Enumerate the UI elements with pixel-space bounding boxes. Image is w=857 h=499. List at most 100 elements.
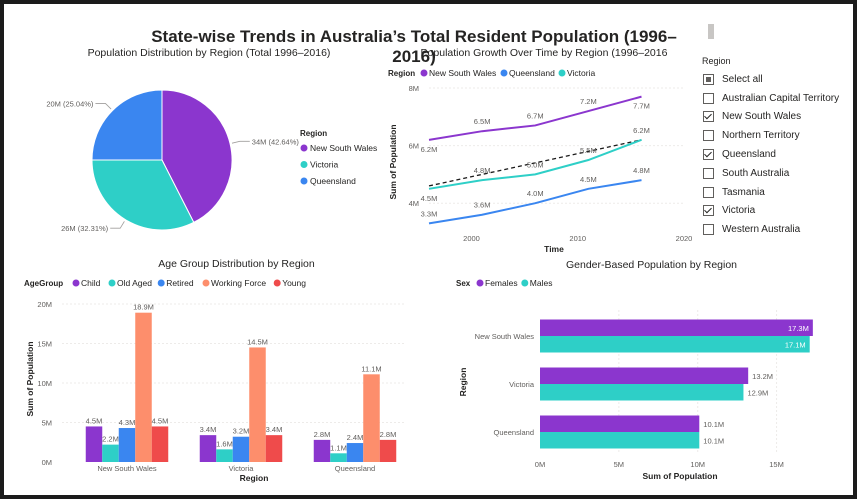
line-data-label: 6.7M [527, 111, 544, 120]
slicer-item-label: Victoria [722, 205, 756, 217]
slicer-item-south-australia[interactable]: South Australia [702, 164, 850, 183]
age-data-label: 3.2M [233, 427, 250, 436]
slicer-item-northern-territory[interactable]: Northern Territory [702, 126, 850, 145]
gender-data-label: 13.2M [752, 372, 773, 381]
age-x-axis-title: Region [240, 473, 269, 483]
age-bar-young [265, 435, 283, 462]
age-bar-retired [118, 428, 136, 462]
age-bar-child [313, 439, 331, 462]
slicer-item-label: New South Wales [722, 111, 802, 123]
pie-legend-marker [300, 161, 308, 168]
pie-chart[interactable]: 34M (42.64%) 26M (32.31%) 20M (25.04%) Regi… [4, 4, 384, 254]
slicer-item-label: Select all [722, 73, 763, 85]
line-data-label: 7.2M [580, 97, 597, 106]
pie-slice-victoria [91, 159, 195, 231]
slicer-checkbox[interactable] [703, 92, 714, 104]
gender-x-tick: 5M [614, 460, 624, 469]
slicer-title: Region [702, 56, 731, 66]
gender-data-label: 10.1M [703, 420, 724, 429]
age-bar-child [199, 435, 217, 462]
gender-data-label: 12.9M [747, 388, 768, 397]
age-data-label: 2.2M [102, 435, 119, 444]
gender-data-label: 17.1M [785, 340, 806, 349]
line-y-tick: 4M [409, 199, 419, 208]
line-x-tick: 2020 [676, 234, 693, 243]
age-x-tick: Queensland [335, 464, 375, 473]
line-data-label: 4.0M [527, 189, 544, 198]
line-series-new-south-wales [428, 95, 642, 141]
slicer-checkbox[interactable] [703, 186, 714, 198]
line-data-label: 3.6M [474, 201, 491, 210]
age-data-label: 18.9M [133, 303, 154, 312]
slicer-item-tasmania[interactable]: Tasmania [702, 183, 850, 202]
gender-data-label: 17.3M [788, 324, 809, 333]
slicer-item-label: Australian Capital Territory [722, 92, 840, 104]
gender-legend-marker [521, 279, 529, 287]
slicer-checkbox[interactable] [703, 130, 714, 142]
line-data-label: 6.2M [421, 145, 438, 154]
gender-y-tick: Victoria [509, 380, 535, 389]
age-legend-marker [72, 279, 80, 287]
age-group-chart[interactable]: AgeGroup Child Old Aged Retired Working Forc… [4, 4, 853, 495]
gender-y-tick: Queensland [494, 428, 534, 437]
gender-legend-item: Males [530, 278, 553, 288]
age-y-tick: 0M [42, 458, 52, 467]
slicer-item-victoria[interactable]: Victoria [702, 202, 850, 221]
scrollbar-thumb[interactable] [708, 24, 714, 39]
line-data-label: 4.5M [580, 175, 597, 184]
age-data-label: 4.5M [86, 416, 103, 425]
slicer-item-select-all[interactable]: Select all [702, 70, 850, 89]
pie-slice-new-south-wales [161, 89, 233, 224]
pie-legend-marker [300, 177, 308, 185]
pie-leader-line [110, 221, 125, 229]
age-data-label: 2.4M [347, 433, 364, 442]
line-x-axis-title: Time [544, 244, 564, 254]
gender-data-label: 10.1M [703, 436, 724, 445]
slicer-item-label: Queensland [722, 149, 776, 161]
age-legend-item: Old Aged [117, 278, 152, 288]
age-data-label: 3.4M [200, 425, 217, 434]
age-bar-old-aged [216, 449, 233, 462]
slicer-checkbox[interactable] [703, 224, 714, 236]
line-x-tick: 2000 [463, 234, 480, 243]
line-series-victoria [428, 138, 642, 190]
age-bar-retired [232, 436, 250, 462]
line-chart[interactable]: Region New South Wales Queensland Victoria 4… [4, 4, 853, 264]
age-legend-marker [202, 279, 210, 287]
slicer-item-label: Northern Territory [722, 130, 800, 142]
gender-x-axis-title: Sum of Population [642, 471, 717, 481]
line-data-label: 5.0M [527, 160, 544, 169]
line-legend-marker [420, 69, 428, 77]
line-trend-dashed [428, 139, 642, 187]
age-bar-young [379, 439, 397, 462]
gender-bar-females [540, 367, 749, 384]
age-bar-working-force [135, 312, 152, 462]
gender-bar-males [540, 336, 810, 353]
age-bar-working-force [249, 347, 266, 462]
slicer-checkbox[interactable] [703, 167, 714, 179]
gender-legend-marker [476, 279, 484, 287]
age-y-axis-title: Sum of Population [25, 341, 35, 416]
slicer-item-australian-capital-territory[interactable]: Australian Capital Territory [702, 89, 850, 108]
age-legend-title: AgeGroup [24, 279, 63, 288]
gender-chart-title: Gender-Based Population by Region [565, 259, 738, 271]
pie-chart-title: Population Distribution by Region (Total… [87, 47, 331, 59]
slicer-checkbox[interactable] [703, 73, 714, 85]
slicer-item-new-south-wales[interactable]: New South Wales [702, 108, 850, 127]
line-x-tick: 2010 [569, 234, 586, 243]
slicer-item-label: Western Australia [722, 224, 801, 236]
slicer-item-queensland[interactable]: Queensland [702, 145, 850, 164]
gender-bar-females [540, 319, 813, 336]
slicer-checkbox[interactable] [703, 205, 714, 217]
slicer-checkbox[interactable] [703, 111, 714, 123]
line-data-label: 4.8M [633, 166, 650, 175]
line-legend-marker [558, 69, 566, 77]
slicer-checkbox[interactable] [703, 149, 714, 161]
pie-data-label: 34M (42.64%) [252, 137, 300, 146]
line-series-queensland [428, 179, 642, 225]
age-x-tick: Victoria [229, 464, 255, 473]
line-data-label: 4.8M [474, 166, 491, 175]
slicer-item-western-australia[interactable]: Western Australia [702, 220, 850, 239]
age-legend-item: Child [81, 278, 101, 288]
